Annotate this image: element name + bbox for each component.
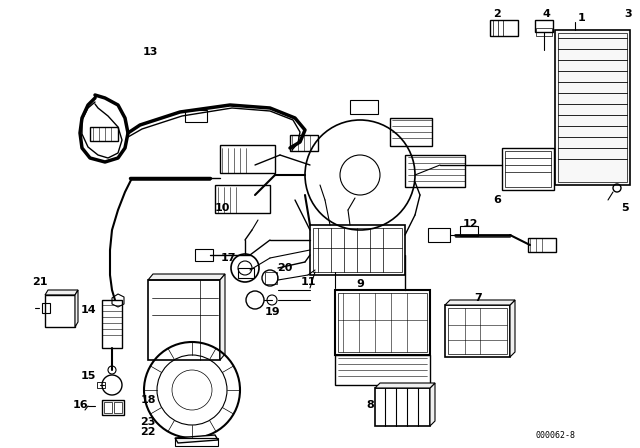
Bar — [448, 308, 507, 354]
Bar — [375, 388, 430, 426]
Text: 12: 12 — [462, 219, 477, 229]
Bar — [175, 438, 218, 446]
Text: 1: 1 — [578, 13, 586, 23]
Text: 17: 17 — [220, 253, 236, 263]
Bar — [490, 20, 518, 36]
Bar — [102, 400, 124, 415]
Bar — [445, 305, 510, 357]
Text: 9: 9 — [356, 279, 364, 289]
Bar — [215, 185, 270, 213]
Polygon shape — [175, 435, 218, 443]
Bar — [104, 402, 112, 413]
Text: 3: 3 — [624, 9, 632, 19]
Text: 8: 8 — [366, 400, 374, 410]
Bar — [220, 145, 275, 173]
Text: 11: 11 — [300, 277, 316, 287]
Text: 5: 5 — [621, 203, 629, 213]
Text: 23: 23 — [140, 417, 156, 427]
Text: 4: 4 — [542, 9, 550, 19]
Bar — [555, 30, 630, 185]
Bar — [310, 225, 405, 275]
Bar — [390, 118, 432, 146]
Bar — [558, 33, 627, 182]
Polygon shape — [45, 290, 78, 295]
Polygon shape — [510, 300, 515, 357]
Polygon shape — [75, 290, 78, 327]
Text: 18: 18 — [140, 395, 156, 405]
Bar — [90, 127, 118, 141]
Polygon shape — [375, 383, 435, 388]
Bar — [185, 110, 207, 122]
Bar — [42, 303, 50, 313]
Text: 16: 16 — [72, 400, 88, 410]
Text: 6: 6 — [493, 195, 501, 205]
Bar — [350, 100, 378, 114]
Bar — [502, 148, 554, 190]
Bar — [265, 272, 277, 284]
Bar — [528, 238, 556, 252]
Bar — [505, 151, 551, 187]
Text: 7: 7 — [474, 293, 482, 303]
Bar — [428, 228, 450, 242]
Bar — [238, 268, 254, 278]
Bar — [102, 300, 122, 348]
Bar — [45, 295, 75, 327]
Bar — [536, 28, 552, 36]
Text: 14: 14 — [80, 305, 96, 315]
Bar — [313, 228, 402, 272]
Polygon shape — [148, 274, 225, 280]
Text: 2: 2 — [493, 9, 501, 19]
Bar — [335, 290, 430, 355]
Bar — [195, 249, 213, 261]
Bar — [460, 226, 478, 236]
Text: 13: 13 — [142, 47, 157, 57]
Bar — [148, 280, 220, 360]
Text: 10: 10 — [214, 203, 230, 213]
Polygon shape — [430, 383, 435, 426]
Polygon shape — [445, 300, 515, 305]
Bar — [97, 382, 105, 388]
Bar — [405, 155, 465, 187]
Text: 22: 22 — [140, 427, 156, 437]
Bar — [290, 135, 318, 151]
Bar — [338, 293, 427, 352]
Bar — [335, 355, 430, 385]
Text: 21: 21 — [32, 277, 48, 287]
Text: 20: 20 — [277, 263, 292, 273]
Text: 15: 15 — [80, 371, 96, 381]
Text: 19: 19 — [264, 307, 280, 317]
Polygon shape — [220, 274, 225, 360]
Text: 000062-8: 000062-8 — [535, 431, 575, 439]
Bar — [535, 20, 553, 32]
Bar — [114, 402, 122, 413]
